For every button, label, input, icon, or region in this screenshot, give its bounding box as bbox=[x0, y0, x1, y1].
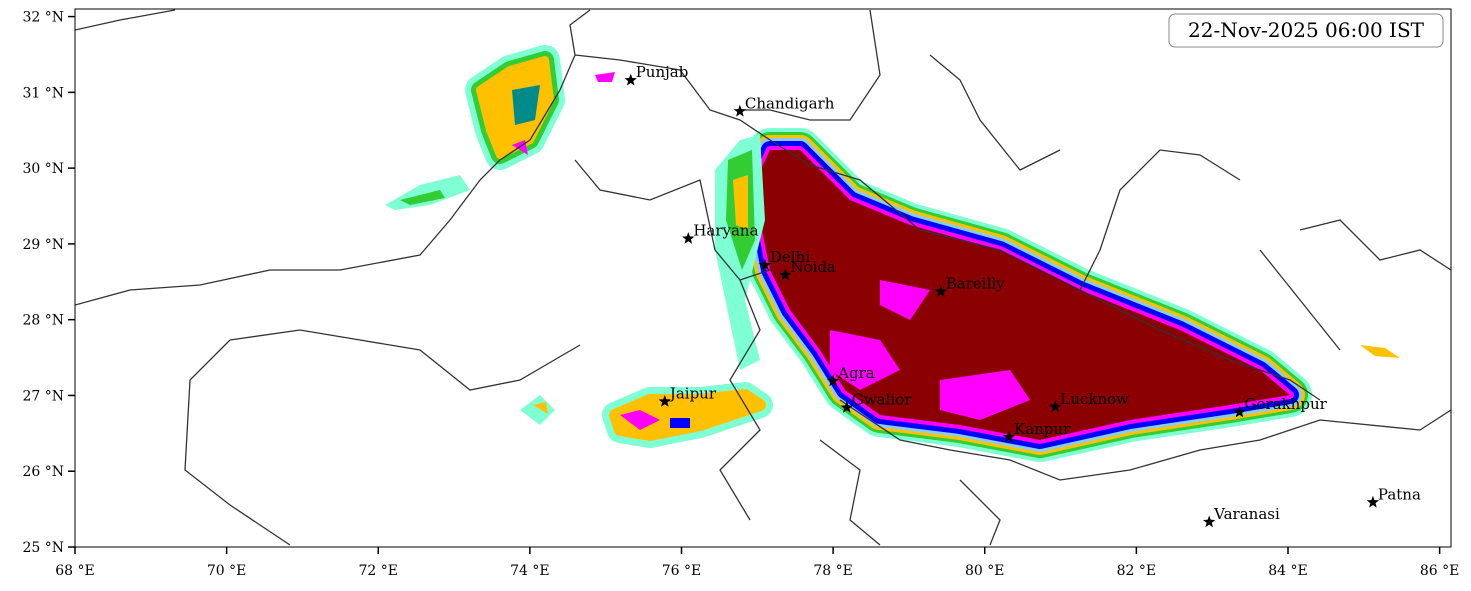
city-label: Delhi bbox=[770, 248, 810, 266]
x-tick-label: 70 °E bbox=[207, 563, 246, 579]
city-marker bbox=[1002, 430, 1016, 443]
city-marker bbox=[1049, 400, 1062, 413]
city-label: Kanpur bbox=[1014, 420, 1071, 438]
title-box bbox=[1168, 13, 1444, 48]
city-label: Varanasi bbox=[1213, 505, 1280, 523]
y-tick-label: 32 °N bbox=[22, 10, 64, 26]
city-label: Jaipur bbox=[668, 385, 717, 403]
x-tick-label: 82 °E bbox=[1117, 563, 1156, 579]
axes: 68 °E 70 °E 72 °E 74 °E 76 °E 78 °E 80 °E 82 °E… bbox=[22, 10, 1459, 579]
city-marker bbox=[758, 258, 772, 271]
y-tick-label: 28 °N bbox=[22, 313, 64, 329]
x-tick-label: 76 °E bbox=[662, 563, 701, 579]
city-marker bbox=[733, 104, 747, 117]
city-label: Lucknow bbox=[1060, 390, 1129, 408]
city-label: Gwalior bbox=[852, 391, 912, 409]
borders bbox=[75, 9, 1451, 546]
city-label: Noida bbox=[790, 258, 836, 276]
city-marker bbox=[1203, 515, 1216, 528]
city-marker bbox=[779, 268, 792, 281]
map-title: 22-Nov-2025 06:00 IST bbox=[1188, 18, 1425, 42]
city-marker bbox=[934, 285, 947, 297]
x-tick-label: 74 °E bbox=[510, 563, 549, 579]
city-label: Patna bbox=[1378, 485, 1421, 503]
map-frame bbox=[74, 8, 1452, 548]
city-label: Punjab bbox=[636, 63, 689, 81]
city-marker bbox=[826, 374, 840, 387]
y-tick-label: 30 °N bbox=[22, 161, 64, 177]
city-marker bbox=[1366, 495, 1380, 508]
city-marker bbox=[682, 232, 695, 244]
x-tick-label: 84 °E bbox=[1268, 563, 1307, 579]
y-tick-label: 29 °N bbox=[22, 237, 64, 253]
city-label: Haryana bbox=[693, 222, 758, 240]
city-marker bbox=[658, 395, 671, 407]
city-label: Chandigarh bbox=[745, 94, 835, 112]
x-tick-label: 72 °E bbox=[359, 563, 398, 579]
x-tick-label: 80 °E bbox=[965, 563, 1004, 579]
city-marker bbox=[1233, 405, 1246, 418]
city-marker bbox=[624, 73, 637, 86]
rainfall bbox=[385, 60, 1400, 440]
y-tick-label: 25 °N bbox=[22, 540, 64, 556]
city-label: Gorakhpur bbox=[1244, 395, 1327, 413]
y-tick-label: 27 °N bbox=[22, 388, 64, 404]
city-label: Agra bbox=[837, 364, 875, 382]
city-marker bbox=[840, 401, 853, 413]
x-tick-label: 78 °E bbox=[813, 563, 852, 579]
x-tick-label: 86 °E bbox=[1420, 563, 1459, 579]
x-tick-label: 68 °E bbox=[55, 563, 94, 579]
map-body bbox=[75, 9, 1451, 546]
city-label: Bareilly bbox=[946, 275, 1005, 293]
y-tick-label: 31 °N bbox=[22, 85, 64, 101]
y-tick-label: 26 °N bbox=[22, 464, 64, 480]
